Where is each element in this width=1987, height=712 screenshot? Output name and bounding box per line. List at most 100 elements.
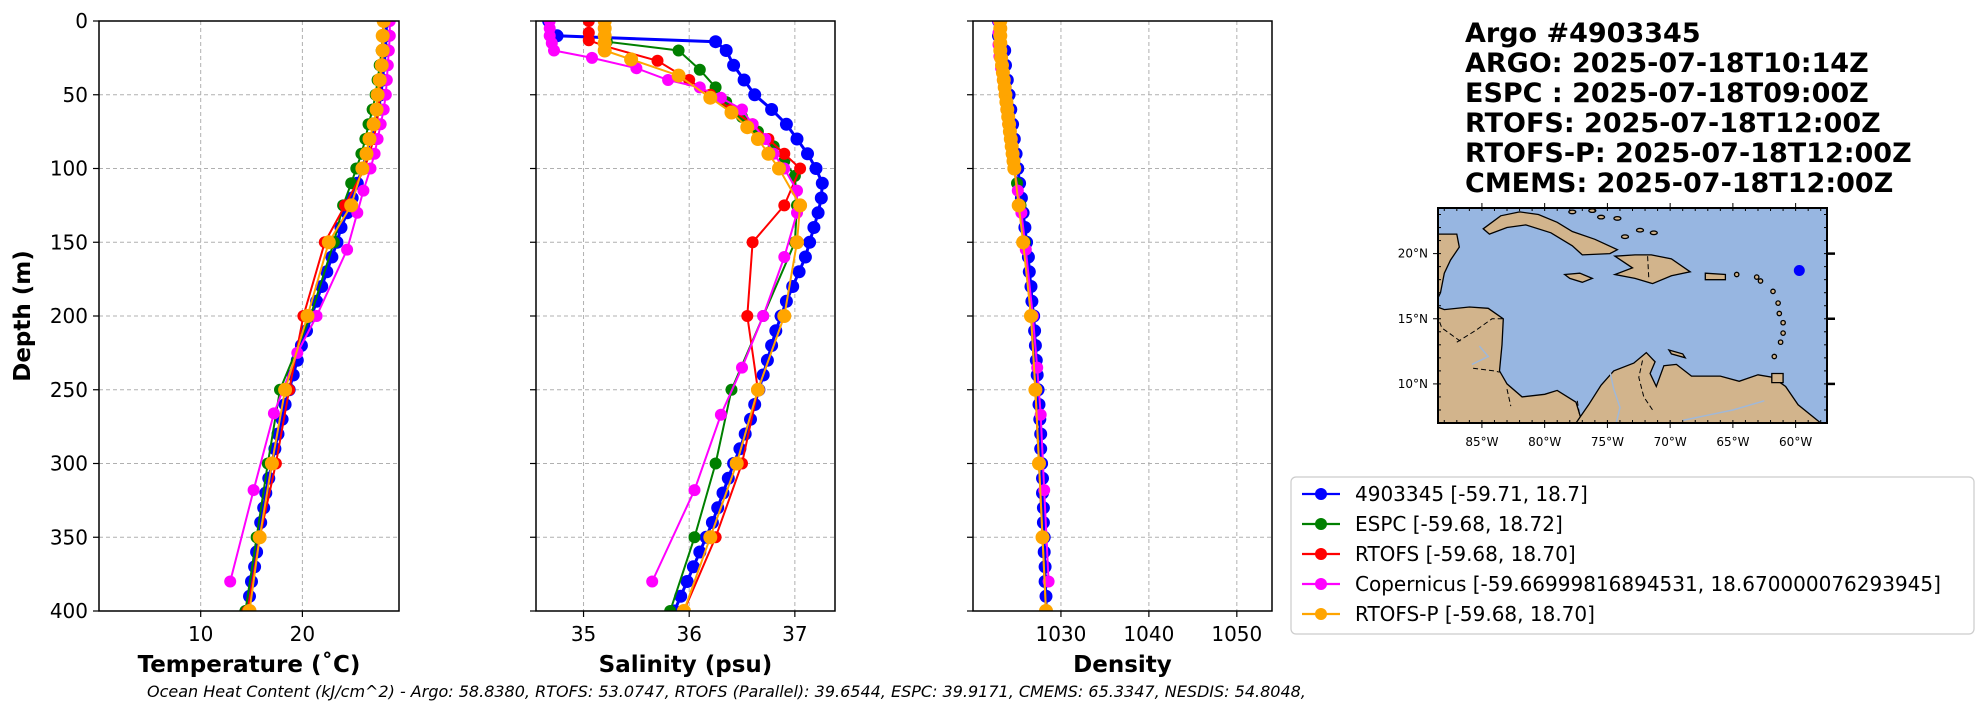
legend-item: Copernicus [-59.66999816894531, 18.67000… <box>1302 572 1941 596</box>
border-line <box>1473 367 1500 373</box>
data-point <box>703 90 718 105</box>
central-america-landmass <box>1438 233 1583 423</box>
data-point <box>711 501 725 515</box>
bahamas-island <box>1613 215 1622 221</box>
data-point <box>1035 530 1050 545</box>
data-point <box>727 58 741 72</box>
data-point <box>736 361 748 374</box>
data-point <box>790 235 804 250</box>
panel-salinity: 35 36 37 Salinity (psu) <box>530 20 836 678</box>
data-point <box>1016 235 1031 250</box>
legend-item: RTOFS-P [-59.68, 18.70] <box>1302 602 1595 626</box>
legend-box <box>1290 476 1975 635</box>
data-point <box>1032 456 1046 471</box>
data-point <box>703 530 718 545</box>
data-point <box>1034 442 1048 456</box>
x-tick-label: 1050 <box>1211 622 1262 646</box>
panel-frame <box>535 20 836 612</box>
data-point <box>778 251 791 263</box>
data-point <box>1036 501 1050 515</box>
data-point <box>1007 161 1022 176</box>
data-point <box>794 162 807 175</box>
data-point <box>674 589 688 603</box>
bahamas-island <box>1649 230 1658 236</box>
island-landmass <box>1733 271 1740 278</box>
y-tick-label: 250 <box>50 378 88 402</box>
data-point <box>582 34 595 47</box>
data-point <box>740 120 755 135</box>
data-point <box>355 161 370 176</box>
data-point <box>744 412 757 426</box>
border-line <box>1506 388 1512 407</box>
y-tick-label: 300 <box>50 452 88 476</box>
map-x-tick-label: 65°W <box>1716 435 1749 449</box>
title-line: RTOFS: 2025-07-18T12:00Z <box>1465 108 1881 139</box>
river-line <box>1609 370 1621 423</box>
data-point <box>224 575 237 588</box>
y-tick-label: 400 <box>50 599 88 623</box>
data-point <box>778 147 791 160</box>
x-axis-label: Density <box>1073 652 1172 678</box>
data-point <box>548 44 560 57</box>
data-point <box>686 560 700 574</box>
data-point <box>729 456 744 471</box>
data-point <box>765 103 779 116</box>
title-line: Argo #4903345 <box>1465 18 1701 49</box>
data-point <box>1011 198 1026 213</box>
x-tick-label: 36 <box>676 622 701 646</box>
data-point <box>683 74 696 86</box>
series-group <box>992 21 1055 611</box>
island-landmass <box>1771 353 1778 360</box>
data-point <box>357 184 370 197</box>
legend-label: RTOFS-P [-59.68, 18.70] <box>1355 602 1595 626</box>
data-point <box>375 43 390 58</box>
panel-temperature: 0 50 100 150 200 250 300 350 400 10 20 Temperature … <box>50 9 400 678</box>
legend-item: RTOFS [-59.68, 18.70] <box>1302 542 1576 566</box>
border-line <box>1638 360 1654 411</box>
data-point <box>809 162 823 175</box>
bahamas-island <box>1620 234 1630 240</box>
data-point <box>366 117 381 132</box>
panel-frame <box>972 20 1273 612</box>
title-line: CMEMS: 2025-07-18T12:00Z <box>1465 168 1893 199</box>
island-landmass <box>1777 339 1784 346</box>
hispaniola-landmass <box>1612 254 1692 285</box>
map-x-tick-label: 60°W <box>1779 435 1812 449</box>
island-landmass <box>1776 310 1783 317</box>
bahamas-island <box>1635 227 1645 233</box>
data-point <box>362 132 377 146</box>
map-y-tick-label: 10°N <box>1398 377 1428 391</box>
map-x-tick-label: 85°W <box>1465 435 1498 449</box>
data-point <box>1024 309 1038 323</box>
data-point <box>252 530 267 545</box>
island-landmass <box>1780 319 1786 326</box>
legend-label: Copernicus [-59.66999816894531, 18.67000… <box>1355 572 1941 596</box>
data-point <box>814 191 828 205</box>
data-point <box>714 408 727 421</box>
data-point <box>750 132 765 146</box>
map-x-tick-label: 80°W <box>1528 435 1561 449</box>
y-tick-label: 150 <box>50 230 88 254</box>
ohc-footer: Ocean Heat Content (kJ/cm^2) - Argo: 58.… <box>147 682 1306 701</box>
map-land <box>1438 208 1822 423</box>
data-point <box>369 102 384 117</box>
data-point <box>737 73 751 87</box>
legend-swatch-marker <box>1315 548 1327 560</box>
title-line: ESPC : 2025-07-18T09:00Z <box>1465 78 1869 109</box>
bahamas-island <box>1596 214 1606 220</box>
data-point <box>651 54 664 67</box>
legend-swatch-marker <box>1315 608 1327 620</box>
legend-label: ESPC [-59.68, 18.72] <box>1355 512 1563 536</box>
data-point <box>300 309 315 323</box>
series-line <box>229 21 391 582</box>
bahamas-island <box>1568 209 1577 215</box>
data-point <box>321 235 336 250</box>
data-point <box>757 310 770 322</box>
data-point <box>688 484 701 497</box>
data-point <box>801 147 814 161</box>
data-point <box>278 382 293 397</box>
data-point <box>359 146 374 161</box>
data-point <box>1028 382 1043 397</box>
island-landmass <box>1770 288 1776 295</box>
